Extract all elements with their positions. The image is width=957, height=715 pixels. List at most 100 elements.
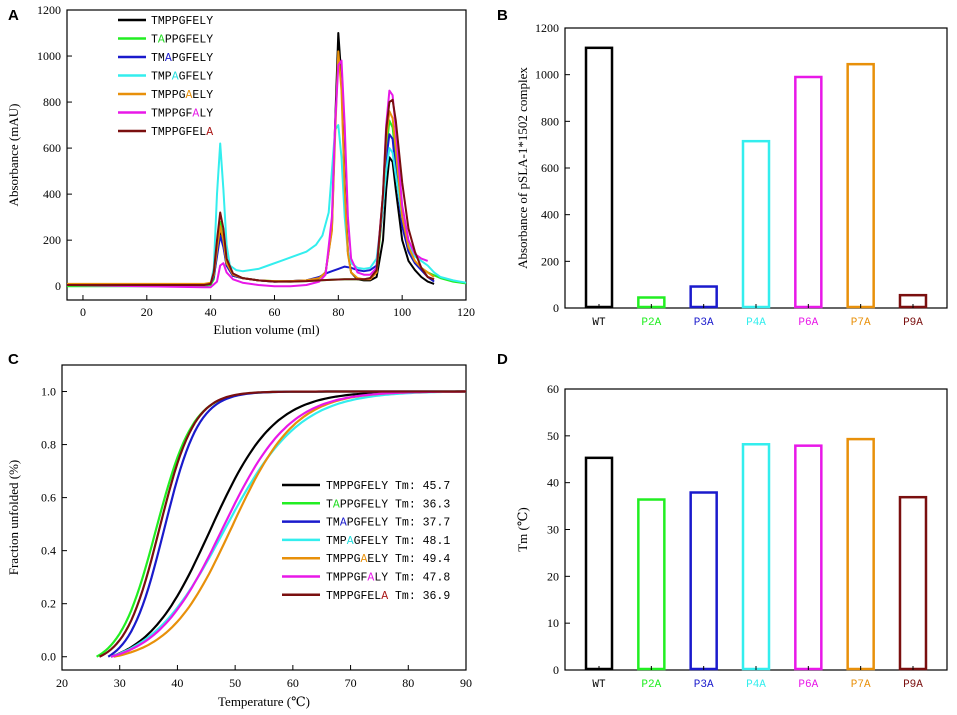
panel-b-bar xyxy=(741,139,771,309)
panel-a-series-line xyxy=(67,98,435,286)
panel-a-x-tick-label: 80 xyxy=(332,305,344,319)
panel-a-y-tick-label: 400 xyxy=(43,187,61,201)
panel-b-x-tick-label: WT xyxy=(592,317,606,329)
panel-b-x-tick-label: P3A xyxy=(694,317,714,329)
panel-d-bar xyxy=(794,444,823,671)
panel-c-x-tick-label: 40 xyxy=(171,676,183,690)
panel-d-y-tick-label: 40 xyxy=(547,476,559,490)
panel-c-x-tick-label: 70 xyxy=(345,676,357,690)
panel-a-legend-label: TMPPGFALY xyxy=(151,108,213,121)
panel-d-bar xyxy=(584,456,614,671)
panel-c-unfolding-chart: 20 30 40 50 60 70 80 90 0.0 0.2 0.4 0.6 0.8 1.0 Temper… xyxy=(6,364,472,709)
panel-d-y-tick-label: 60 xyxy=(547,382,559,396)
panel-c-y-tick-label: 0.6 xyxy=(41,491,56,505)
panel-c-legend-label: TMPPGAELY Tm: 49.4 xyxy=(326,553,450,566)
panel-c-x-tick-label: 60 xyxy=(287,676,299,690)
panel-d-bar xyxy=(898,495,928,671)
panel-c-legend-label: TMPPGFELY Tm: 45.7 xyxy=(326,480,450,493)
panel-d-tm-bar-chart: 0 10 20 30 40 50 60 WT P2A P3A P4A P6A P7A P9A Tm (℃) xyxy=(515,382,948,691)
panel-c-legend-label: TMPPGFELA Tm: 36.9 xyxy=(326,590,450,603)
panel-a-y-tick-label: 200 xyxy=(43,233,61,247)
panel-b-plot-frame xyxy=(564,27,948,309)
panel-b-x-tick-label: P6A xyxy=(798,317,818,329)
panel-b-y-tick-label: 800 xyxy=(541,114,559,128)
panel-letter-b: B xyxy=(497,7,508,24)
panel-a-legend-label: TMAPGFELY xyxy=(151,52,213,65)
panel-a-x-tick-label: 120 xyxy=(457,305,475,319)
panel-a-x-tick-label: 0 xyxy=(80,305,86,319)
panel-b-bar xyxy=(584,46,614,309)
panel-c-legend-label: TAPPGFELY Tm: 36.3 xyxy=(326,498,450,511)
panel-a-y-tick-label: 600 xyxy=(43,141,61,155)
panel-b-bar xyxy=(794,75,823,309)
panel-c-y-tick-label: 0.2 xyxy=(41,597,56,611)
panel-a-series-line xyxy=(67,50,435,285)
panel-a-x-axis-title: Elution volume (ml) xyxy=(213,322,319,337)
panel-b-bar xyxy=(846,62,875,309)
panel-d-y-tick-label: 20 xyxy=(547,569,559,583)
panel-d-y-axis-title: Tm (℃) xyxy=(515,507,530,552)
panel-d-bar xyxy=(689,491,718,671)
panel-c-series-curve xyxy=(99,390,466,658)
panel-b-x-tick-label: P2A xyxy=(641,317,661,329)
panel-c-x-tick-label: 20 xyxy=(56,676,68,690)
panel-c-plot-frame xyxy=(61,364,467,671)
panel-c-y-axis-title: Fraction unfolded (%) xyxy=(6,460,21,576)
panel-a-y-tick-label: 0 xyxy=(55,279,61,293)
panel-c-x-tick-label: 80 xyxy=(402,676,414,690)
panel-d-x-tick-label: P6A xyxy=(798,679,818,691)
panel-letter-d: D xyxy=(497,351,508,368)
panel-b-y-tick-label: 400 xyxy=(541,208,559,222)
panel-d-x-tick-label: P3A xyxy=(694,679,714,691)
panel-b-y-tick-label: 200 xyxy=(541,254,559,268)
panel-c-legend-label: TMPPGFALY Tm: 47.8 xyxy=(326,572,450,585)
panel-d-y-tick-label: 10 xyxy=(547,616,559,630)
panel-d-plot-frame xyxy=(564,388,948,671)
panel-a-x-tick-label: 100 xyxy=(393,305,411,319)
panel-b-y-tick-label: 1200 xyxy=(535,21,559,35)
panel-a-y-tick-label: 800 xyxy=(43,95,61,109)
panel-a-x-tick-label: 20 xyxy=(141,305,153,319)
panel-b-y-tick-label: 1000 xyxy=(535,68,559,82)
panel-b-bar xyxy=(689,285,718,309)
panel-a-series-line xyxy=(67,119,467,288)
panel-b-x-tick-label: P4A xyxy=(746,317,766,329)
panel-letter-a: A xyxy=(8,7,19,24)
panel-c-y-tick-label: 0.8 xyxy=(41,438,56,452)
panel-a-legend-label: TAPPGFELY xyxy=(151,34,213,47)
panel-b-y-tick-label: 0 xyxy=(553,301,559,315)
panel-c-y-tick-label: 0.4 xyxy=(41,544,56,558)
panel-letter-c: C xyxy=(8,351,19,368)
panel-b-x-tick-label: P9A xyxy=(903,317,923,329)
panel-a-y-tick-label: 1200 xyxy=(37,3,61,17)
panel-d-bar xyxy=(637,498,666,671)
panel-b-y-tick-label: 600 xyxy=(541,161,559,175)
panel-d-y-tick-label: 50 xyxy=(547,429,559,443)
panel-b-y-axis-title: Absorbance of pSLA-1*1502 complex xyxy=(515,67,530,269)
panel-a-elution-chart: 0 20 40 60 80 100 120020040060080010001200Elut… xyxy=(6,3,475,337)
panel-a-legend-label: TMPPGAELY xyxy=(151,89,213,102)
panel-c-x-tick-label: 50 xyxy=(229,676,241,690)
panel-d-bar xyxy=(846,437,875,671)
panel-c-x-axis-title: Temperature (℃) xyxy=(218,694,310,709)
panel-c-legend-label: TMPAGFELY Tm: 48.1 xyxy=(326,535,450,548)
panel-d-x-tick-label: P9A xyxy=(903,679,923,691)
panel-c-legend-label: TMAPGFELY Tm: 37.7 xyxy=(326,517,450,530)
panel-c-x-tick-label: 90 xyxy=(460,676,472,690)
panel-a-x-tick-label: 60 xyxy=(268,305,280,319)
panel-a-legend-label: TMPPGFELA xyxy=(151,126,213,139)
panel-a-legend-label: TMPPGFELY xyxy=(151,15,213,28)
panel-b-absorbance-bar-chart: 0 200 400 600 800 1000 1200 WT P2A P3A P4A P6A P7A P9… xyxy=(515,21,948,329)
panel-d-y-tick-label: 30 xyxy=(547,523,559,537)
panel-b-x-tick-label: P7A xyxy=(851,317,871,329)
panel-c-y-tick-label: 1.0 xyxy=(41,385,56,399)
panel-c-y-tick-label: 0.0 xyxy=(41,650,56,664)
panel-a-legend-label: TMPAGFELY xyxy=(151,71,213,84)
panel-d-x-tick-label: P7A xyxy=(851,679,871,691)
panel-d-x-tick-label: P4A xyxy=(746,679,766,691)
panel-d-x-tick-label: WT xyxy=(592,679,606,691)
panel-a-y-tick-label: 1000 xyxy=(37,49,61,63)
panel-d-x-tick-label: P2A xyxy=(641,679,661,691)
panel-a-x-tick-label: 40 xyxy=(205,305,217,319)
